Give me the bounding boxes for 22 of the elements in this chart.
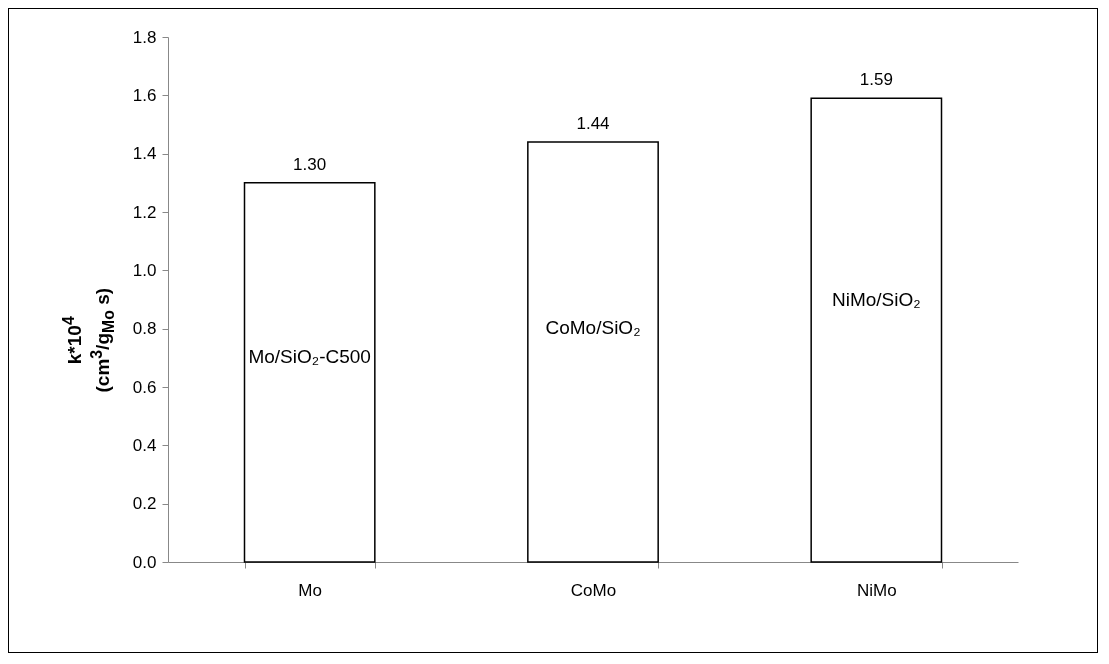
y-tick-label: 1.6 (132, 85, 157, 105)
y-tick-label: 0.4 (132, 435, 157, 455)
y-tick-label: 0.0 (132, 552, 157, 572)
y-tick-label: 1.0 (132, 260, 157, 280)
y-tick-label: 1.4 (132, 144, 157, 164)
y-tick-label: 1.2 (132, 202, 157, 222)
data-label: 1.30 (293, 154, 327, 174)
annotation: NiMo/SiO₂ (832, 288, 921, 310)
bar (243, 182, 376, 563)
bar (810, 97, 943, 563)
data-label: 1.44 (576, 114, 610, 133)
y-tick-label: 0.8 (132, 319, 157, 339)
annotation: Mo/SiO₂-C500 (248, 346, 371, 368)
x-tick-label: Mo (298, 580, 322, 600)
y-tick-label: 0.6 (132, 377, 157, 397)
bar (527, 141, 659, 563)
x-tick-label: NiMo (857, 580, 897, 600)
x-tick-label: CoMo (570, 580, 617, 600)
y-tick-label: 1.8 (132, 27, 157, 47)
y-tick-label: 0.2 (132, 494, 157, 514)
data-label: 1.59 (859, 70, 893, 90)
annotation: CoMo/SiO₂ (545, 317, 641, 339)
